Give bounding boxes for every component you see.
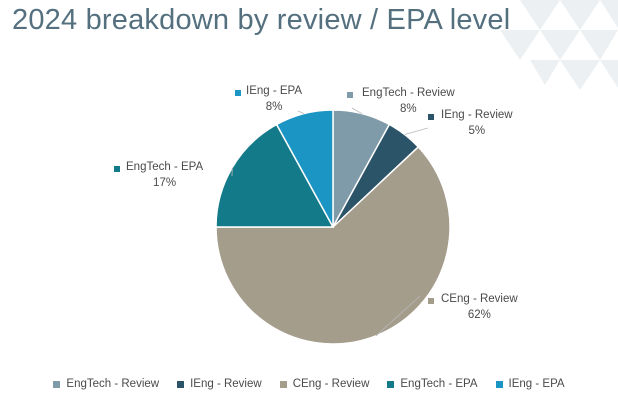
background-triangle [540,30,580,60]
legend-label: EngTech - Review [66,378,160,390]
background-triangle [580,30,618,60]
legend-swatch [177,380,185,388]
pie-slice [215,123,335,228]
data-label-swatch [114,166,120,172]
pie-slice [275,109,334,228]
legend-swatch [495,380,503,388]
legend-swatch [279,380,287,388]
leader-line [351,107,363,115]
legend-item: CEng - Review [279,378,370,390]
legend-item: IEng - Review [177,378,262,390]
data-label-category: IEng - Review [441,109,513,121]
legend-label: IEng - EPA [508,378,565,390]
background-triangle [560,0,600,30]
legend-swatch [53,380,61,388]
legend-label: EngTech - EPA [400,378,478,390]
chart-legend: EngTech - Review IEng - Review CEng - Revi… [0,376,618,392]
background-triangle [600,60,618,88]
legend-swatch [387,380,395,388]
legend-label: CEng - Review [292,378,370,390]
background-triangle [500,30,540,60]
data-label-percent: 8% [400,103,417,115]
background-triangle [600,0,618,28]
data-label-category: IEng - EPA [246,85,302,97]
legend-item: EngTech - EPA [387,378,478,390]
data-label-percent: 62% [468,309,491,321]
data-label-swatch [428,298,434,304]
data-label-category: EngTech - Review [362,87,455,99]
data-label-percent: 17% [153,177,176,189]
background-triangle [530,60,560,85]
legend-item: IEng - EPA [495,378,565,390]
chart-title: 2024 breakdown by review / EPA level [12,4,511,36]
data-label-swatch [428,114,434,120]
background-triangle [560,60,600,90]
legend-label: IEng - Review [190,378,262,390]
data-label-swatch [235,90,241,96]
data-label-category: CEng - Review [441,293,518,305]
legend-item: EngTech - Review [53,378,159,390]
data-label-swatch [347,92,353,98]
leader-line [375,295,421,337]
leader-line [404,127,429,135]
leader-line [297,110,305,115]
data-label-percent: 8% [266,101,283,113]
data-label-category: EngTech - EPA [126,161,203,173]
background-triangle [520,0,560,30]
data-label-percent: 5% [468,125,485,137]
